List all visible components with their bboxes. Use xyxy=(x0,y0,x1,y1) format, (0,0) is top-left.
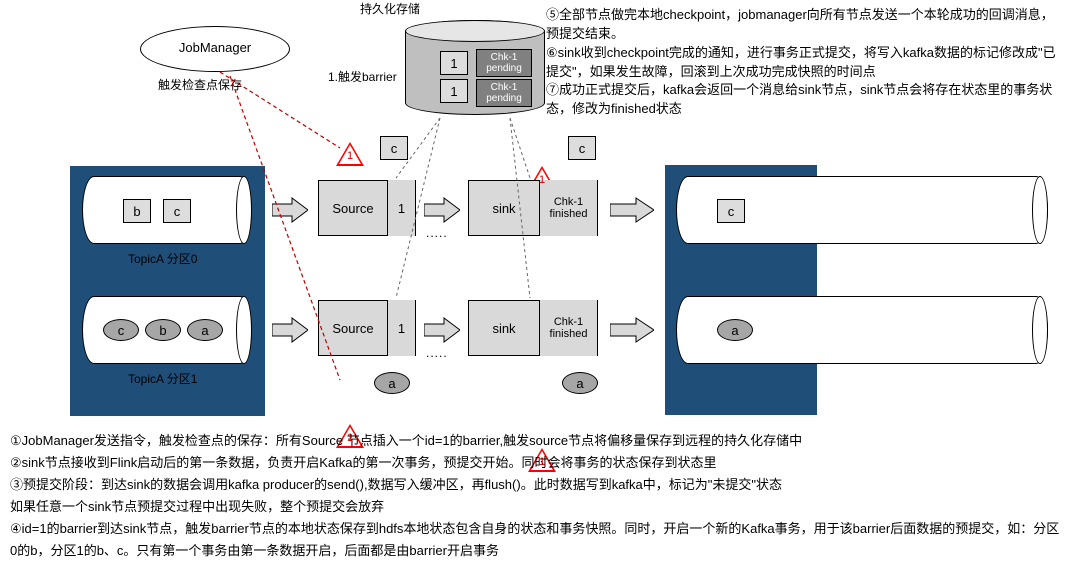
out-p1-msg-a: a xyxy=(717,319,753,341)
jobmanager-label: JobManager xyxy=(179,40,251,55)
buffer-a-bottom: a xyxy=(374,372,410,394)
jobmanager-node: JobManager xyxy=(140,26,290,72)
p1-msg-b: b xyxy=(145,319,181,341)
source-0-label: Source xyxy=(319,201,387,216)
arrow-sink0-out xyxy=(610,196,654,224)
p0-msg-c: c xyxy=(163,199,191,223)
storage-cylinder: 1 1 Chk-1 pending Chk-1 pending xyxy=(405,20,545,115)
bottom-notes: ①JobManager发送指令，触发检查点的保存：所有Source 节点插入一个… xyxy=(10,430,1060,563)
out-p1-cylinder: a xyxy=(676,296,1048,364)
side-notes: ⑤全部节点做完本地checkpoint，jobmanager向所有节点发送一个本… xyxy=(546,6,1066,119)
p1-msg-c: c xyxy=(103,319,139,341)
note-7: ⑦成功正式提交后，kafka会返回一个消息给sink节点，sink节点会将存在状… xyxy=(546,81,1066,119)
note-1: ①JobManager发送指令，触发检查点的保存：所有Source 节点插入一个… xyxy=(10,430,1060,452)
storage-title: 持久化存储 xyxy=(360,0,420,17)
topic-p1-cylinder: c b a xyxy=(82,296,252,364)
source-1: Source 1 xyxy=(318,300,416,356)
buffer-a-sink-bottom: a xyxy=(562,372,598,394)
storage-chk-pending-1: Chk-1 pending xyxy=(476,49,532,77)
sink-1-label: sink xyxy=(469,321,539,336)
sink-0-chk: Chk-1 finished xyxy=(539,180,597,236)
note-6: ⑥sink收到checkpoint完成的通知，进行事务正式提交，将写入kafka… xyxy=(546,44,1066,82)
source-0: Source 1 xyxy=(318,180,416,236)
arrow-source1-sink1 xyxy=(424,316,460,344)
topic-p0-cylinder: b c xyxy=(82,176,252,244)
note-4: ④id=1的barrier到达sink节点，触发barrier节点的本地状态保存… xyxy=(10,518,1060,562)
arrow-source0-sink0 xyxy=(424,196,460,224)
dots-0: ..... xyxy=(426,226,448,240)
p1-msg-a: a xyxy=(187,319,223,341)
barrier-tri-source-0: 1 xyxy=(336,142,364,166)
source-1-label: Source xyxy=(319,321,387,336)
storage-chk-pending-2: Chk-1 pending xyxy=(476,79,532,107)
sink-0: sink Chk-1 finished xyxy=(468,180,598,236)
trigger-barrier-label: 1.触发barrier xyxy=(328,68,397,85)
buffer-c-sink-top: c xyxy=(568,136,596,160)
sink-1-chk: Chk-1 finished xyxy=(539,300,597,356)
p1-label: TopicA 分区1 xyxy=(128,370,197,387)
dots-1: ..... xyxy=(426,346,448,360)
source-0-state: 1 xyxy=(387,180,415,236)
buffer-c-top: c xyxy=(380,136,408,160)
note-5: ⑤全部节点做完本地checkpoint，jobmanager向所有节点发送一个本… xyxy=(546,6,1066,44)
sink-1: sink Chk-1 finished xyxy=(468,300,598,356)
arrow-p0-source xyxy=(272,196,308,224)
sink-0-label: sink xyxy=(469,201,539,216)
jobmanager-caption: 触发检查点保存 xyxy=(158,76,242,93)
storage-box-1a: 1 xyxy=(440,51,468,75)
p0-label: TopicA 分区0 xyxy=(128,250,197,267)
source-1-state: 1 xyxy=(387,300,415,356)
out-p0-msg-c: c xyxy=(717,199,745,223)
note-3: ③预提交阶段：到达sink的数据会调用kafka producer的send()… xyxy=(10,474,1060,496)
note-3b: 如果任意一个sink节点预提交过程中出现失败，整个预提交会放弃 xyxy=(10,496,1060,518)
storage-box-1b: 1 xyxy=(440,79,468,103)
out-p0-cylinder: c xyxy=(676,176,1048,244)
note-2: ②sink节点接收到Flink启动后的第一条数据，负责开启Kafka的第一次事务… xyxy=(10,452,1060,474)
arrow-p1-source xyxy=(272,316,308,344)
p0-msg-b: b xyxy=(123,199,151,223)
arrow-sink1-out xyxy=(610,316,654,344)
